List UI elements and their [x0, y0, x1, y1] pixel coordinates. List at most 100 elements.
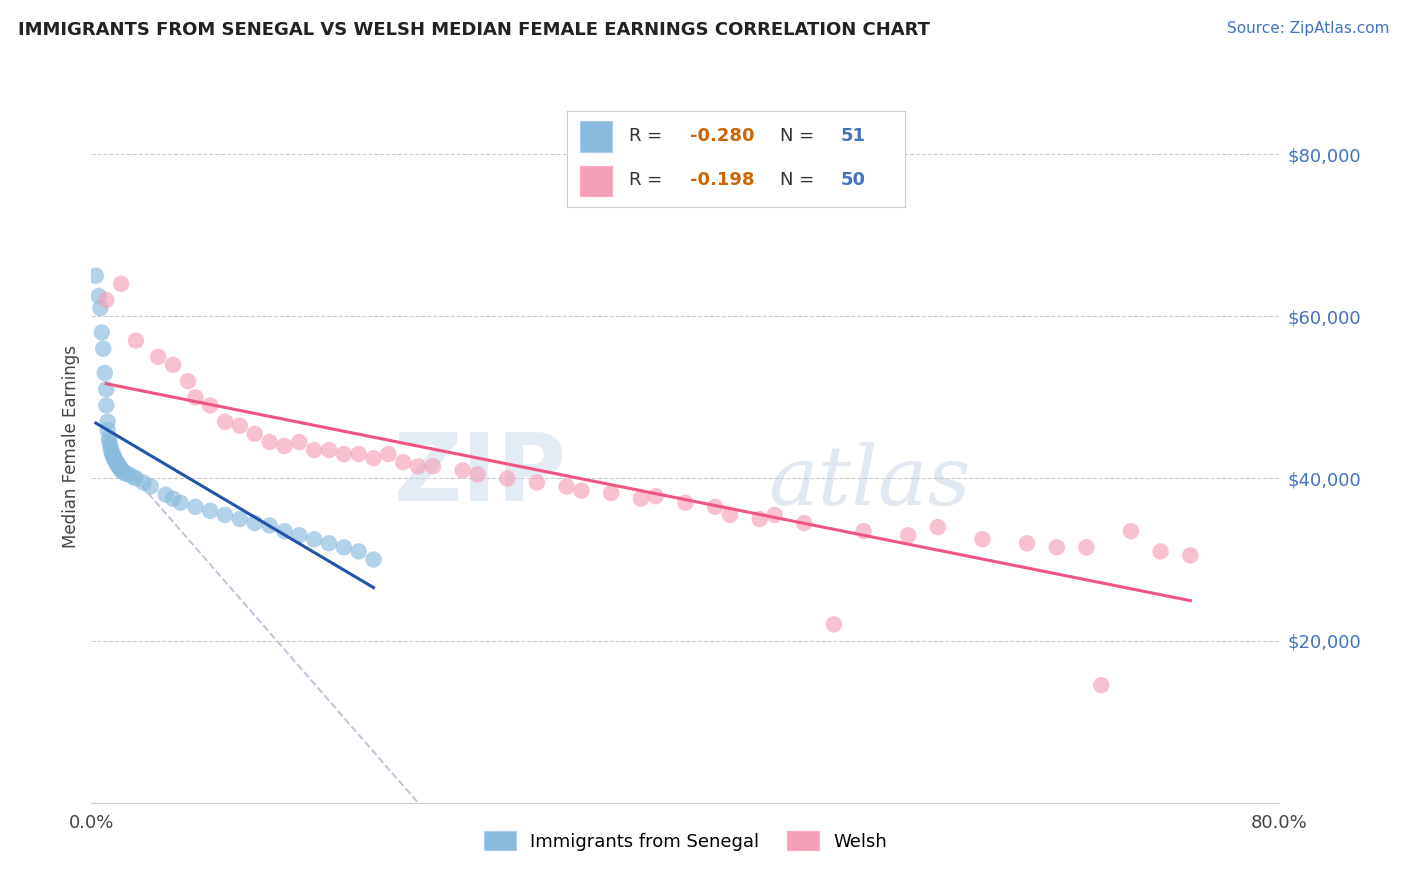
Point [1180, 549, 1202, 563]
Point [1090, 678, 1112, 692]
Point [1046, 541, 1069, 555]
Point [103, 449, 125, 463]
Point [704, 500, 727, 514]
Point [1076, 541, 1098, 555]
Point [972, 533, 994, 547]
Point [555, 479, 578, 493]
Point [101, 447, 124, 461]
Point [333, 447, 356, 461]
Point [318, 536, 340, 550]
Point [177, 374, 200, 388]
Point [748, 512, 770, 526]
Point [273, 439, 295, 453]
Point [229, 512, 252, 526]
Point [823, 617, 845, 632]
Point [110, 277, 132, 291]
Point [104, 453, 127, 467]
Point [84, 268, 107, 283]
Point [406, 459, 429, 474]
Point [422, 459, 444, 474]
Point [148, 350, 170, 364]
Point [89, 301, 111, 315]
Point [302, 533, 325, 547]
Point [101, 445, 124, 459]
Point [169, 496, 191, 510]
Point [288, 528, 311, 542]
Point [97, 415, 120, 429]
Point [100, 443, 122, 458]
Point [571, 483, 593, 498]
Point [125, 471, 148, 485]
Point [630, 491, 652, 506]
Point [125, 334, 148, 348]
Point [214, 415, 236, 429]
Point [363, 552, 385, 566]
Point [467, 467, 489, 482]
Point [273, 524, 295, 538]
Point [377, 447, 399, 461]
Point [644, 489, 666, 503]
Point [91, 342, 114, 356]
Point [200, 399, 222, 413]
Text: ZIP: ZIP [394, 428, 567, 521]
Point [107, 459, 129, 474]
Point [288, 434, 311, 449]
Point [184, 500, 207, 514]
Point [496, 471, 519, 485]
Point [122, 470, 145, 484]
Point [139, 479, 162, 493]
Point [333, 541, 356, 555]
Point [96, 293, 118, 307]
Point [526, 475, 548, 490]
Text: atlas: atlas [769, 442, 972, 522]
Point [259, 434, 281, 449]
Point [105, 457, 128, 471]
Point [1015, 536, 1038, 550]
Point [96, 399, 118, 413]
Point [927, 520, 949, 534]
Point [243, 516, 266, 530]
Point [112, 465, 135, 479]
Point [90, 326, 112, 340]
Point [110, 461, 132, 475]
Point [97, 423, 120, 437]
Point [347, 447, 370, 461]
Point [600, 486, 623, 500]
Point [117, 467, 139, 482]
Point [155, 488, 177, 502]
Point [897, 528, 920, 542]
Point [214, 508, 236, 522]
Point [184, 390, 207, 404]
Text: Source: ZipAtlas.com: Source: ZipAtlas.com [1226, 21, 1389, 37]
Point [259, 518, 281, 533]
Point [347, 544, 370, 558]
Point [852, 524, 875, 538]
Point [162, 491, 184, 506]
Point [793, 516, 815, 530]
Point [302, 443, 325, 458]
Point [243, 426, 266, 441]
Point [114, 467, 136, 481]
Point [673, 496, 696, 510]
Point [108, 460, 131, 475]
Point [105, 455, 128, 469]
Point [318, 443, 340, 458]
Point [718, 508, 741, 522]
Point [107, 458, 129, 472]
Point [162, 358, 184, 372]
Point [96, 382, 118, 396]
Point [111, 464, 134, 478]
Y-axis label: Median Female Earnings: Median Female Earnings [62, 344, 80, 548]
Point [451, 463, 474, 477]
Point [363, 451, 385, 466]
Point [763, 508, 786, 522]
Point [392, 455, 415, 469]
Point [110, 463, 132, 477]
Point [100, 439, 122, 453]
Legend: Immigrants from Senegal, Welsh: Immigrants from Senegal, Welsh [477, 824, 894, 858]
Point [1119, 524, 1142, 538]
Point [200, 504, 222, 518]
Point [87, 289, 110, 303]
Point [1149, 544, 1171, 558]
Point [103, 451, 125, 466]
